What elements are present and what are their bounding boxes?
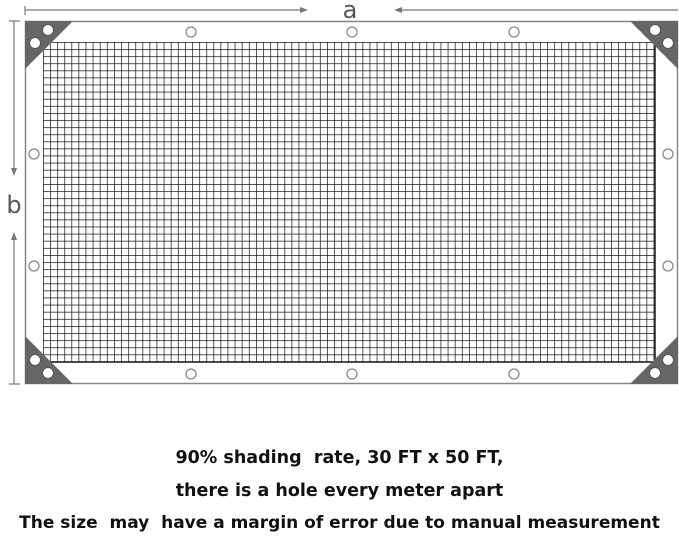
caption-line-3: The size may have a margin of error due …	[19, 513, 660, 533]
mesh-grid	[43, 42, 655, 362]
corner-patch-top-right	[630, 21, 678, 69]
caption-line-2: there is a hole every meter apart	[175, 481, 504, 501]
corner-patch-bottom-right	[630, 336, 678, 384]
edge-grommets	[28, 26, 674, 380]
corner-reinforcements	[25, 21, 678, 384]
corner-patch-bottom-left	[25, 336, 73, 384]
height-dimension-arrow	[9, 20, 20, 385]
width-dimension-arrow	[24, 6, 678, 15]
height-label: b	[6, 191, 21, 219]
caption-line-1: 90% shading rate, 30 FT x 50 FT,	[175, 448, 504, 468]
width-label: a	[343, 0, 358, 24]
corner-patch-top-left	[25, 21, 73, 69]
corner-grommets	[29, 24, 674, 379]
